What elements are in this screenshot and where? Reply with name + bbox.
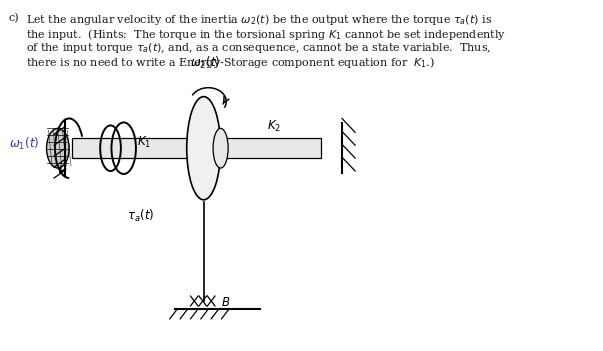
Text: $K_2$: $K_2$ [267, 119, 281, 134]
Text: $\tau_a(t)$: $\tau_a(t)$ [127, 208, 154, 224]
Text: $K_1$: $K_1$ [137, 135, 151, 150]
Ellipse shape [187, 97, 221, 200]
Ellipse shape [213, 128, 228, 168]
Text: $\omega_2(t)$: $\omega_2(t)$ [191, 55, 221, 71]
Bar [72, 138, 321, 158]
Ellipse shape [46, 128, 69, 168]
Text: $\omega_1(t)$: $\omega_1(t)$ [9, 136, 39, 152]
Text: the input.  (Hints:  The torque in the torsional spring $K_1$ cannot be set inde: the input. (Hints: The torque in the tor… [26, 27, 506, 42]
Text: $B$: $B$ [221, 297, 230, 310]
Text: c): c) [9, 13, 19, 24]
Text: $J$: $J$ [198, 132, 206, 149]
Text: of the input torque $\tau_a(t)$, and, as a consequence, cannot be a state variab: of the input torque $\tau_a(t)$, and, as… [26, 41, 491, 55]
Text: Let the angular velocity of the inertia $\omega_2(t)$ be the output where the to: Let the angular velocity of the inertia … [26, 13, 492, 27]
Text: there is no need to write a Energy-Storage component equation for  $K_1$.): there is no need to write a Energy-Stora… [26, 55, 435, 70]
